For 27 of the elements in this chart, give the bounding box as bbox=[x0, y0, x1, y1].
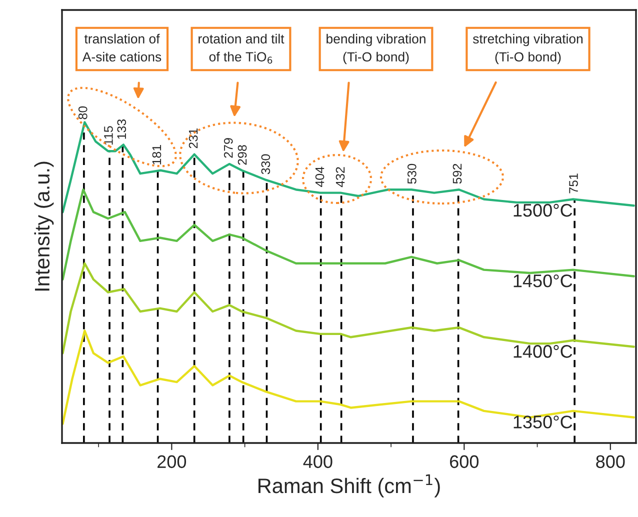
series-label: 1450°C bbox=[514, 274, 572, 288]
ref-line-label: 279 bbox=[224, 138, 233, 158]
x-tick-label: 400 bbox=[303, 455, 332, 468]
text: translation of A-site cations bbox=[82, 34, 162, 62]
series-label: 1500°C bbox=[514, 204, 572, 217]
series-label: 1400°C bbox=[514, 345, 572, 358]
x-tick-label: 600 bbox=[450, 455, 479, 468]
ref-line-label: 751 bbox=[569, 174, 578, 194]
ref-line-label: 330 bbox=[261, 154, 270, 174]
x-tick-label: 800 bbox=[596, 455, 625, 468]
ref-line-label: 432 bbox=[336, 167, 345, 188]
ref-line-label: 298 bbox=[238, 145, 247, 165]
text: rotation and tilt of the TiO$_{6}$ bbox=[198, 34, 284, 64]
x-axis-title: Raman Shift (cm$^{−1}$) bbox=[258, 474, 440, 498]
x-tick-label: 200 bbox=[158, 455, 186, 468]
text: bending vibration (Ti-O bond) bbox=[326, 34, 426, 64]
ref-line-label: 115 bbox=[104, 126, 113, 145]
ref-line-label: 133 bbox=[117, 119, 126, 139]
ref-line-label: 181 bbox=[152, 145, 162, 164]
text: stretching vibration (Ti-O bond) bbox=[473, 34, 583, 64]
ref-line-label: 80 bbox=[78, 106, 88, 120]
ref-line-label: 592 bbox=[452, 164, 462, 184]
ref-line-label: 404 bbox=[315, 166, 324, 187]
series-label: 1350°C bbox=[514, 416, 572, 428]
ref-line-label: 231 bbox=[188, 128, 198, 148]
ref-line-label: 530 bbox=[407, 164, 416, 184]
y-axis-title: Intensity (a.u.) bbox=[34, 162, 54, 291]
